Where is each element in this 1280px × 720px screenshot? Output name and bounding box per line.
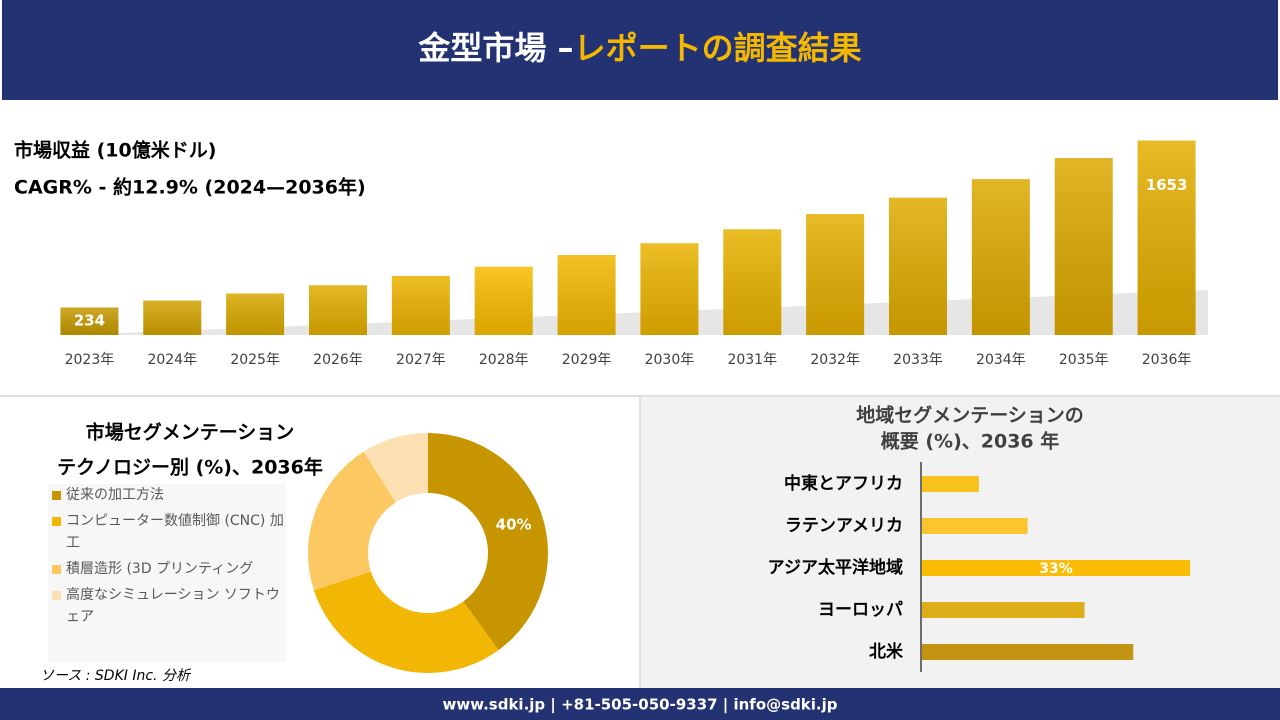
legend-item: 高度なシミュレーション ソフトウェア: [48, 584, 286, 628]
bar-shade: [391, 275, 450, 335]
x-tick-label: 2032年: [810, 352, 860, 368]
legend-swatch: [52, 565, 61, 574]
hbar-title: 地域セグメンテーションの: [856, 404, 1084, 427]
legend-swatch: [52, 517, 61, 526]
x-tick-label: 2035年: [1059, 352, 1109, 368]
y-tick-label: 中東とアフリカ: [784, 473, 903, 494]
x-tick-label: 2036年: [1142, 352, 1192, 368]
value-label: 234: [74, 312, 105, 330]
value-label: 33%: [1039, 561, 1073, 577]
x-tick-label: 2028年: [479, 352, 529, 368]
legend-swatch: [52, 591, 61, 600]
bar-shade: [1054, 158, 1113, 335]
y-tick-label: 北米: [869, 641, 904, 662]
x-tick-label: 2030年: [645, 352, 695, 368]
y-tick-label: ヨーロッパ: [818, 600, 903, 620]
bar-subtitle: CAGR% - 約12.9% (2024—2036年): [14, 176, 366, 199]
bar: [922, 560, 1191, 576]
bar-shade: [806, 214, 865, 335]
x-tick-label: 2026年: [313, 352, 363, 368]
bar-shade: [309, 285, 367, 335]
bar-title: 市場収益 (10億米ドル): [14, 139, 216, 162]
legend-item: 積層造形 (3D プリンティング: [48, 558, 286, 580]
bar-shade: [557, 255, 616, 335]
legend-item: コンピューター数値制御 (CNC) 加工: [48, 510, 286, 554]
header-title: 金型市場 –レポートの調査結果: [417, 29, 861, 67]
legend: 従来の加工方法コンピューター数値制御 (CNC) 加工積層造形 (3D プリンテ…: [48, 484, 286, 662]
donut-subtitle: テクノロジー別 (%)、2036年: [57, 456, 323, 479]
legend-label: 従来の加工方法: [66, 487, 164, 503]
x-tick-label: 2033年: [893, 352, 943, 368]
bar-shade: [143, 300, 202, 335]
bar-shade: [640, 243, 699, 335]
bar-shade: [60, 307, 119, 335]
bar: [922, 602, 1085, 618]
bar-shade: [474, 266, 533, 335]
bar: [922, 518, 1028, 534]
panel: [641, 397, 1280, 688]
legend-label: コンピューター数値制御 (CNC) 加工: [66, 513, 284, 551]
donut-segment: [308, 451, 396, 591]
bar-shade: [1137, 140, 1196, 335]
bar-shade: [723, 229, 782, 335]
hbar-subtitle: 概要 (%)、2036 年: [881, 430, 1060, 453]
header-title-b: レポートの調査結果: [574, 29, 862, 67]
donut-segment: [428, 433, 548, 651]
donut-segment: [313, 571, 499, 674]
x-tick-label: 2024年: [147, 352, 197, 368]
x-tick-label: 2034年: [976, 352, 1026, 368]
donut-title: 市場セグメンテーション: [86, 421, 295, 444]
header-band: [2, 0, 1278, 100]
footer-text: www.sdki.jp | +81-505-050-9337 | info@sd…: [442, 696, 837, 715]
value-label: 1653: [1146, 176, 1188, 194]
x-tick-label: 2027年: [396, 352, 446, 368]
x-tick-label: 2031年: [727, 352, 777, 368]
value-label: 40%: [496, 516, 532, 534]
y-tick-label: ラテンアメリカ: [785, 516, 903, 536]
legend-label: 積層造形 (3D プリンティング: [66, 561, 254, 577]
legend-item: 従来の加工方法: [48, 484, 286, 506]
x-tick-label: 2029年: [562, 352, 612, 368]
y-tick-label: アジア太平洋地域: [768, 557, 903, 578]
header-title-a: 金型市場 –: [417, 29, 573, 67]
legend-label: 高度なシミュレーション ソフトウェア: [66, 587, 280, 625]
bar: [922, 644, 1134, 660]
bar-shade: [226, 293, 285, 335]
donut-segment: [363, 433, 428, 503]
footer-band: [0, 688, 1280, 720]
legend-swatch: [52, 491, 61, 500]
bar: [922, 476, 979, 492]
x-tick-label: 2025年: [230, 352, 280, 368]
bar-shade: [971, 179, 1030, 335]
bar-shade: [889, 197, 947, 335]
source: ソース : SDKI Inc. 分析: [40, 668, 192, 684]
x-tick-label: 2023年: [65, 352, 115, 368]
